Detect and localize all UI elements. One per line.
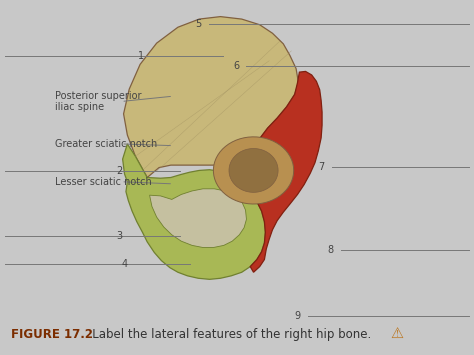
Text: 7: 7 <box>318 162 324 172</box>
Text: FIGURE 17.2: FIGURE 17.2 <box>11 328 93 341</box>
Text: ⚠: ⚠ <box>391 326 404 341</box>
Text: Lesser sciatic notch: Lesser sciatic notch <box>55 177 152 187</box>
Text: 4: 4 <box>121 259 128 269</box>
Text: Label the lateral features of the right hip bone.: Label the lateral features of the right … <box>81 328 371 341</box>
Polygon shape <box>229 148 278 192</box>
Text: 1: 1 <box>138 50 144 60</box>
Polygon shape <box>213 137 294 204</box>
Text: Posterior superior
iliac spine: Posterior superior iliac spine <box>55 91 142 112</box>
Text: Greater sciatic notch: Greater sciatic notch <box>55 139 157 149</box>
Text: 5: 5 <box>195 19 201 29</box>
Text: 3: 3 <box>117 231 123 241</box>
Text: 2: 2 <box>117 166 123 176</box>
Polygon shape <box>123 144 265 279</box>
Polygon shape <box>124 17 299 178</box>
Polygon shape <box>150 189 246 247</box>
Text: 8: 8 <box>328 245 334 255</box>
Text: 6: 6 <box>233 61 239 71</box>
Polygon shape <box>237 71 322 272</box>
Text: 9: 9 <box>295 311 301 321</box>
